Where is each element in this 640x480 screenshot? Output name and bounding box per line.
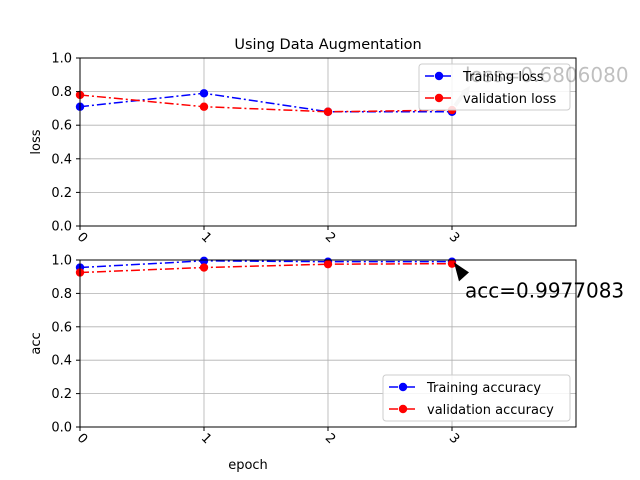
data-point <box>199 263 209 272</box>
y-tick-label: 0.4 <box>51 354 72 369</box>
annotation-text: acc=0.9977083 <box>465 278 624 302</box>
legend-marker <box>398 382 408 392</box>
y-tick-label: 0.6 <box>51 119 72 134</box>
x-axis-label: epoch <box>228 458 268 473</box>
y-tick-label: 0.8 <box>51 85 72 100</box>
legend-label: validation loss <box>463 92 556 107</box>
data-point <box>199 256 209 266</box>
data-point <box>199 89 209 98</box>
legend-marker <box>398 404 408 414</box>
y-tick-label: 0.8 <box>51 287 72 302</box>
series-line-validation <box>79 94 453 113</box>
annotation-text: loss=0.6806080 <box>465 63 629 87</box>
data-point <box>447 259 457 268</box>
legend-box <box>382 374 571 422</box>
y-tick-label: 0.0 <box>51 421 72 436</box>
legend-label: validation accuracy <box>427 403 554 418</box>
data-point <box>323 107 333 116</box>
data-point <box>323 259 333 269</box>
y-tick-label: 0.6 <box>51 320 72 335</box>
y-tick-label: 1.0 <box>51 52 72 67</box>
y-tick-label: 0.2 <box>51 186 72 201</box>
legend-box <box>418 63 571 111</box>
y-axis-label: acc <box>29 332 44 354</box>
annotation-arrowhead <box>454 262 469 282</box>
series-line-validation <box>79 262 453 274</box>
series-line-training <box>79 92 452 113</box>
data-point <box>199 102 209 111</box>
legend-marker <box>434 71 444 81</box>
series-line-training <box>79 260 452 269</box>
y-tick-label: 0.0 <box>51 220 72 235</box>
y-tick-label: 0.4 <box>51 152 72 167</box>
y-tick-label: 1.0 <box>51 254 72 269</box>
legend-label: Training loss <box>462 70 544 85</box>
y-axis-label: loss <box>29 129 44 154</box>
legend-marker <box>434 93 444 103</box>
y-tick-label: 0.2 <box>51 387 72 402</box>
legend-label: Training accuracy <box>426 381 541 396</box>
figure-title: Using Data Augmentation <box>234 37 421 53</box>
